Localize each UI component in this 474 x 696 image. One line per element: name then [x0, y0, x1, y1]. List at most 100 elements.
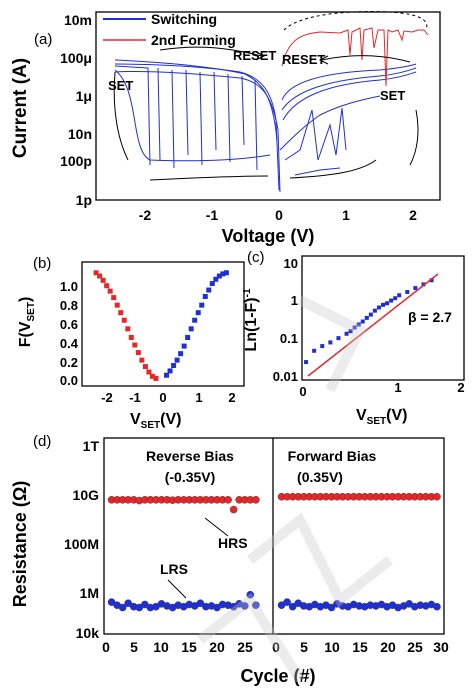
panel-b-point — [167, 368, 173, 374]
panel-b-point — [111, 295, 117, 301]
panel-c-point — [348, 329, 353, 334]
panel-c-point — [372, 308, 377, 313]
panel-b-ytick: 1.0 — [60, 279, 78, 294]
panel-b-ylabel: F(VSET) — [17, 297, 37, 348]
panel-d-point — [224, 496, 232, 504]
panel-d-frame — [103, 437, 445, 635]
switching-curve — [282, 71, 417, 121]
switching-curve — [281, 67, 417, 111]
switching-curve — [114, 69, 271, 162]
panel-a-yticks: 10m 100μ 1μ 10n 100p 1p — [60, 12, 92, 208]
switching-curve — [114, 59, 278, 141]
panel-d-xtick: 0 — [102, 639, 110, 655]
panel-b-points — [93, 270, 229, 381]
panel-a-xtick: 0 — [275, 207, 283, 223]
panel-b-point — [223, 270, 229, 276]
panel-a-label: (a) — [34, 31, 52, 48]
panel-d-xtick: 0 — [272, 639, 280, 655]
panel-d-xtick: 5 — [130, 639, 138, 655]
panel-d-xticks: 0 5 10 15 20 25 0 5 10 15 20 25 30 — [102, 639, 449, 655]
panel-c-point — [312, 348, 317, 353]
panel-b-point — [146, 369, 152, 375]
panel-a-ytick: 100p — [60, 153, 92, 169]
panel-d-yticks: 1T 10G 100M 1M 10k — [64, 438, 99, 641]
panel-b-ylabel-end: ) — [17, 297, 34, 302]
panel-d-point — [327, 603, 336, 612]
panel-c-ytick: 1 — [291, 293, 298, 308]
panel-b-label: (b) — [33, 255, 51, 272]
panel-b-point — [114, 302, 120, 308]
panel-c-point — [320, 344, 325, 349]
panel-b-point — [139, 357, 145, 363]
panel-c-ytick: 0.1 — [280, 331, 298, 346]
panel-b-point — [195, 310, 201, 316]
annotation-reset-right: RESET — [282, 52, 325, 67]
panel-d-xtick: 30 — [433, 639, 449, 655]
panel-d-xtick: 10 — [153, 639, 169, 655]
panel-c-point — [421, 282, 426, 287]
panel-a-xtick: 2 — [409, 207, 417, 223]
panel-a-xticks: -2 -1 0 1 2 — [139, 207, 417, 223]
panel-b-point — [188, 326, 194, 332]
panel-c-point — [393, 296, 398, 301]
panel-b-frame — [81, 261, 245, 387]
panel-c-point — [389, 298, 394, 303]
panel-b-xtick: 1 — [195, 390, 202, 405]
panel-b-point — [213, 276, 219, 282]
panel-b-point — [202, 294, 208, 300]
panel-a-legend: Switching 2nd Forming — [103, 11, 236, 48]
annotation-set-right: SET — [380, 88, 405, 103]
panel-d-point — [246, 590, 255, 599]
annotation-set-left: SET — [108, 78, 133, 93]
panel-c-point — [352, 325, 357, 330]
panel-a-ytick: 10n — [68, 126, 92, 142]
annotation-reset-left: RESET — [233, 48, 276, 63]
panel-b-point — [128, 334, 134, 340]
panel-d-ytick: 1T — [83, 438, 100, 454]
forward-bias-title: Forward Bias — [288, 448, 377, 464]
panel-d-point — [283, 598, 291, 606]
panel-d-points — [107, 492, 441, 612]
switching-curve — [114, 63, 280, 191]
panel-b-point — [209, 281, 215, 287]
panel-a-ytick: 100μ — [60, 50, 92, 66]
panel-b-point — [104, 283, 110, 289]
panel-b-point — [174, 357, 180, 363]
switching-curve — [279, 95, 381, 151]
panel-b-point — [206, 287, 212, 293]
panel-c-point — [397, 293, 402, 298]
panel-b-point — [192, 317, 198, 323]
panel-b-xtick: 2 — [228, 390, 235, 405]
panel-c-xlabel-sub: SET — [367, 416, 386, 427]
panel-c: (c) 10 1 0.1 0.01 0 1 2 VSET(V) Ln(1-F)-… — [242, 249, 465, 427]
panel-b-point — [153, 375, 159, 381]
panel-d-point — [433, 492, 441, 501]
panel-c-fit-label: β = 2.7 — [408, 309, 452, 325]
panel-d-xtick: 15 — [181, 639, 197, 655]
panel-c-xlabel-end: (V) — [386, 407, 407, 424]
lrs-label: LRS — [160, 561, 188, 577]
panel-b-xtick: -1 — [129, 390, 141, 405]
panel-b-point — [178, 351, 184, 357]
panel-d-xtick: 25 — [407, 639, 423, 655]
arrow-set-left — [113, 71, 129, 161]
switching-curve — [114, 65, 258, 171]
panel-b-point — [164, 372, 170, 378]
panel-d-ytick: 10G — [73, 487, 100, 503]
panel-c-point — [360, 319, 365, 324]
panel-b: (b) 1.0 0.8 0.6 0.4 0.2 0.0 -2 -1 0 1 2 … — [17, 255, 245, 431]
panel-c-xtick: 0 — [299, 384, 306, 399]
panel-c-point — [364, 315, 369, 320]
panel-c-point — [405, 289, 410, 294]
panel-c-ylabel-main: Ln(1-F) — [243, 297, 260, 351]
panel-a-ytick: 10m — [64, 12, 92, 28]
hrs-label: HRS — [218, 535, 248, 551]
panel-b-point — [93, 270, 99, 276]
panel-a: (a) 10m 100μ 1μ 10n 100p 1p -2 -1 0 1 2 … — [10, 11, 441, 246]
panel-d-point — [433, 602, 441, 611]
panel-a-frame — [95, 11, 441, 201]
switching-curve — [114, 70, 281, 193]
panel-a-switching-curves — [114, 59, 417, 193]
panel-a-forming-curve — [281, 27, 429, 87]
panel-b-ylabel-sub: SET — [26, 302, 37, 321]
